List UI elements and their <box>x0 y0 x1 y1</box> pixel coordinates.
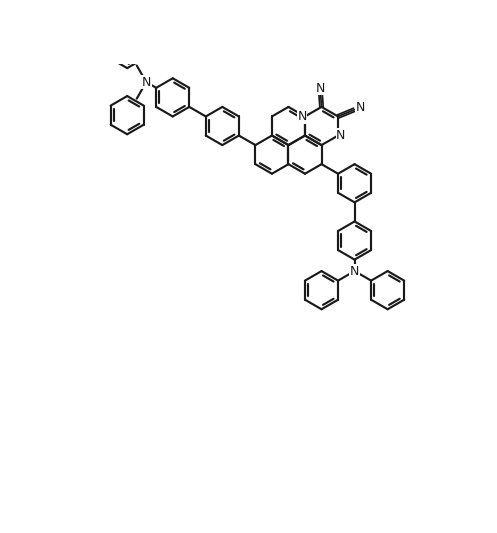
Text: N: N <box>297 110 307 123</box>
Text: N: N <box>356 101 365 115</box>
Text: N: N <box>142 76 151 88</box>
Text: N: N <box>316 82 325 95</box>
Text: N: N <box>350 264 359 278</box>
Text: N: N <box>336 129 345 142</box>
